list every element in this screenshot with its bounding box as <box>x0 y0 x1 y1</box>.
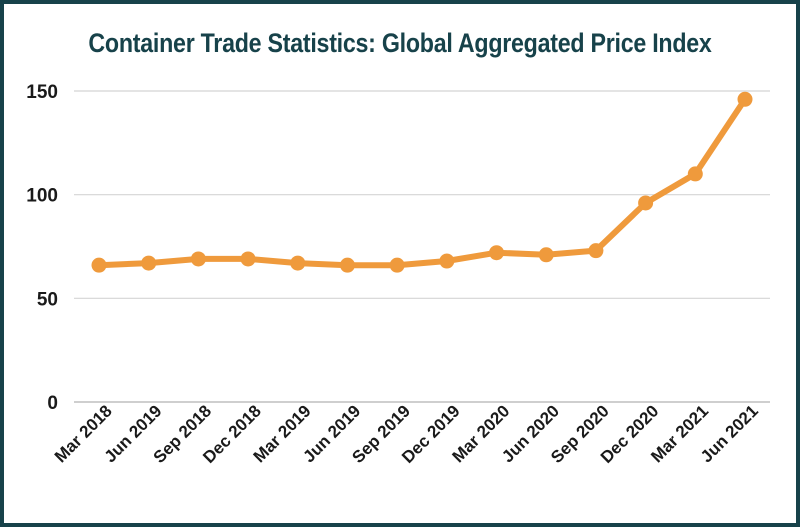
data-point <box>588 243 604 259</box>
data-point <box>489 245 505 261</box>
data-point <box>638 195 654 211</box>
y-tick-label: 100 <box>26 186 58 207</box>
data-point <box>737 91 753 107</box>
data-point <box>339 257 355 273</box>
data-point <box>687 166 703 182</box>
series-line <box>96 96 748 269</box>
data-point <box>91 257 107 273</box>
data-point <box>290 255 306 271</box>
data-point <box>538 247 554 263</box>
y-tick-label: 150 <box>26 82 58 103</box>
data-point <box>141 255 157 271</box>
data-point <box>240 251 256 267</box>
y-tick-label: 0 <box>47 393 58 414</box>
data-point <box>190 251 206 267</box>
data-point <box>389 257 405 273</box>
y-tick-label: 50 <box>37 289 58 310</box>
data-point <box>439 253 455 269</box>
chart-title: Container Trade Statistics: Global Aggre… <box>88 28 712 58</box>
